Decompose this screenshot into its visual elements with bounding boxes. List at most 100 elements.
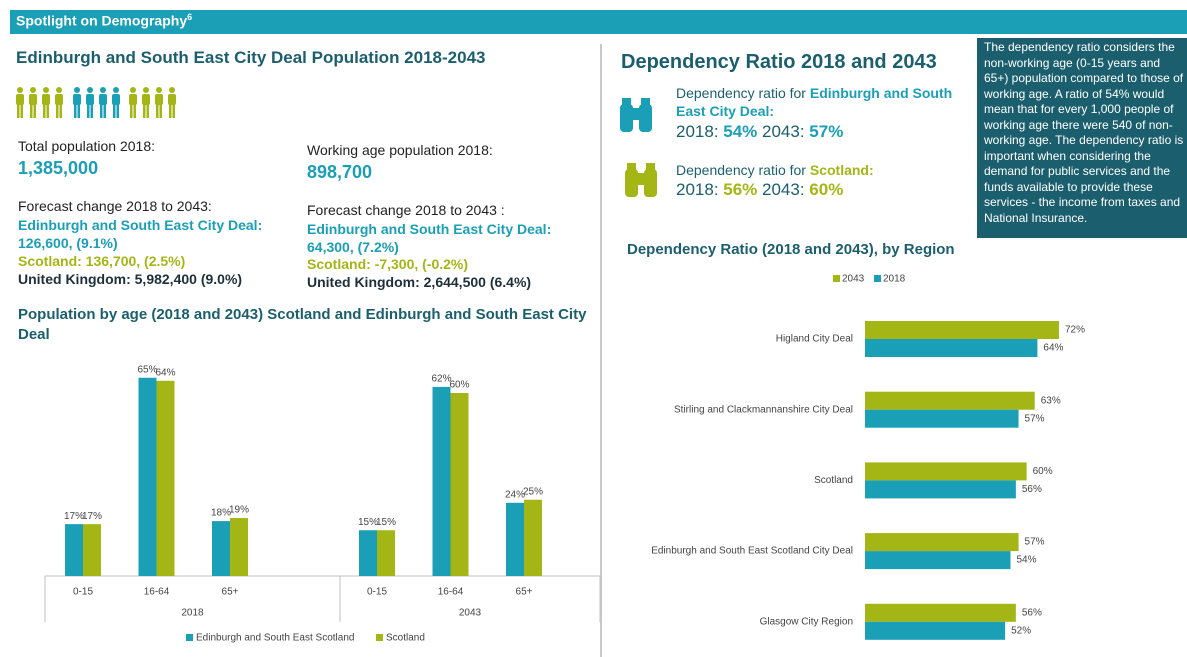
bar <box>865 339 1038 357</box>
text: Edinburgh and South East City Deal: <box>676 85 953 119</box>
note-text: The dependency ratio considers the non-w… <box>984 40 1184 225</box>
chart-title: Population by age (2018 and 2043) Scotla… <box>18 306 587 343</box>
legend-swatch <box>186 634 193 641</box>
x-tick-label: 65+ <box>222 587 239 598</box>
data-label: 62% <box>431 374 451 385</box>
data-label: 63% <box>1041 395 1061 406</box>
y-tick-label: Stirling and Clackmannanshire City Deal <box>674 404 853 415</box>
ratio-values: 2018: 54% 2043: 57% <box>676 122 843 142</box>
bar <box>65 524 83 576</box>
data-label: 60% <box>1033 466 1053 477</box>
text: 54% <box>723 122 758 141</box>
legend-label: Scotland <box>386 633 425 644</box>
data-label: 64% <box>155 367 175 378</box>
group-label: 2018 <box>181 608 204 619</box>
section-title: Dependency Ratio 2018 and 2043 <box>621 51 937 73</box>
text: Dependency ratio for <box>676 85 810 101</box>
label: Working age population 2018: <box>307 142 493 158</box>
binoculars-icon <box>620 98 652 132</box>
bar <box>230 518 248 576</box>
y-tick-label: Glasgow City Region <box>760 616 853 627</box>
header-title: Spotlight on Demography6 <box>16 12 192 29</box>
binoculars-icon <box>625 163 657 197</box>
bar <box>359 530 377 576</box>
bar <box>432 386 451 576</box>
data-label: 24% <box>505 489 525 500</box>
text: 2018: <box>676 122 724 141</box>
text: Dependency ratio for <box>676 162 810 178</box>
value: Scotland: 136,700, (2.5%) <box>18 253 186 269</box>
legend-swatch <box>833 275 840 282</box>
bar <box>865 480 1016 499</box>
text: 60% <box>809 180 844 199</box>
y-tick-label: Scotland <box>814 475 853 486</box>
data-label: 65% <box>137 364 157 375</box>
value: Scotland: -7,300, (-0.2%) <box>307 256 469 272</box>
x-tick-label: 16-64 <box>144 587 170 598</box>
group-label: 2043 <box>459 608 482 619</box>
section-title: Edinburgh and South East City Deal Popul… <box>16 48 486 67</box>
bar <box>506 502 524 576</box>
data-label: 57% <box>1025 537 1045 548</box>
bar <box>138 377 157 576</box>
text: Scotland: <box>809 162 874 178</box>
text: 56% <box>723 180 758 199</box>
value: 126,600, (9.1%) <box>18 235 118 251</box>
data-label: 17% <box>64 511 84 522</box>
label: Total population 2018: <box>18 138 155 154</box>
text: 57% <box>809 122 844 141</box>
bar <box>865 409 1019 428</box>
data-label: 25% <box>523 486 543 497</box>
y-tick-label: Higland City Deal <box>776 334 853 345</box>
data-label: 60% <box>449 380 469 391</box>
bar <box>865 391 1035 410</box>
title: Spotlight on Demography <box>16 12 188 29</box>
x-tick-label: 0-15 <box>367 587 387 598</box>
legend-swatch <box>874 275 881 282</box>
data-label: 72% <box>1065 325 1085 336</box>
text: 2043: <box>757 180 810 199</box>
data-label: 52% <box>1011 625 1031 636</box>
value: United Kingdom: 5,982,400 (9.0%) <box>18 271 243 287</box>
data-label: 19% <box>229 505 249 516</box>
legend-swatch <box>376 634 383 641</box>
legend-label: 2043 <box>842 274 865 285</box>
text: 2043: <box>757 122 810 141</box>
legend-label: 2018 <box>883 274 906 285</box>
text: 2018: <box>676 180 724 199</box>
ratio-label: Dependency ratio for Scotland: <box>676 162 874 178</box>
bar <box>865 462 1027 481</box>
bar <box>83 524 101 576</box>
bar <box>377 530 395 576</box>
y-tick-label: Edinburgh and South East Scotland City D… <box>651 546 853 557</box>
data-label: 64% <box>1043 343 1063 354</box>
data-label: 57% <box>1025 413 1045 424</box>
ratio-values: 2018: 56% 2043: 60% <box>676 180 843 200</box>
label: Forecast change 2018 to 2043: <box>18 198 212 214</box>
bar <box>865 321 1059 339</box>
bar <box>524 499 542 576</box>
value: 898,700 <box>307 162 373 182</box>
bar <box>865 603 1016 622</box>
data-label: 15% <box>358 517 378 528</box>
bar <box>865 551 1011 570</box>
people-icons <box>16 87 176 118</box>
data-label: 54% <box>1016 555 1036 566</box>
note-box <box>977 38 1187 238</box>
label: Forecast change 2018 to 2043 : <box>307 202 505 218</box>
x-tick-label: 0-15 <box>73 587 93 598</box>
value: 1,385,000 <box>18 158 99 178</box>
bar <box>212 521 230 576</box>
x-tick-label: 16-64 <box>438 587 464 598</box>
chart-title: Dependency Ratio (2018 and 2043), by Reg… <box>627 241 955 258</box>
label: Edinburgh and South East City Deal: <box>18 217 263 233</box>
bar <box>156 380 175 576</box>
bar <box>865 533 1019 552</box>
ratio-label: Dependency ratio for Edinburgh and South… <box>676 84 956 120</box>
data-label: 56% <box>1022 484 1042 495</box>
value: United Kingdom: 2,644,500 (6.4%) <box>307 274 532 290</box>
x-tick-label: 65+ <box>516 587 533 598</box>
data-label: 15% <box>376 517 396 528</box>
